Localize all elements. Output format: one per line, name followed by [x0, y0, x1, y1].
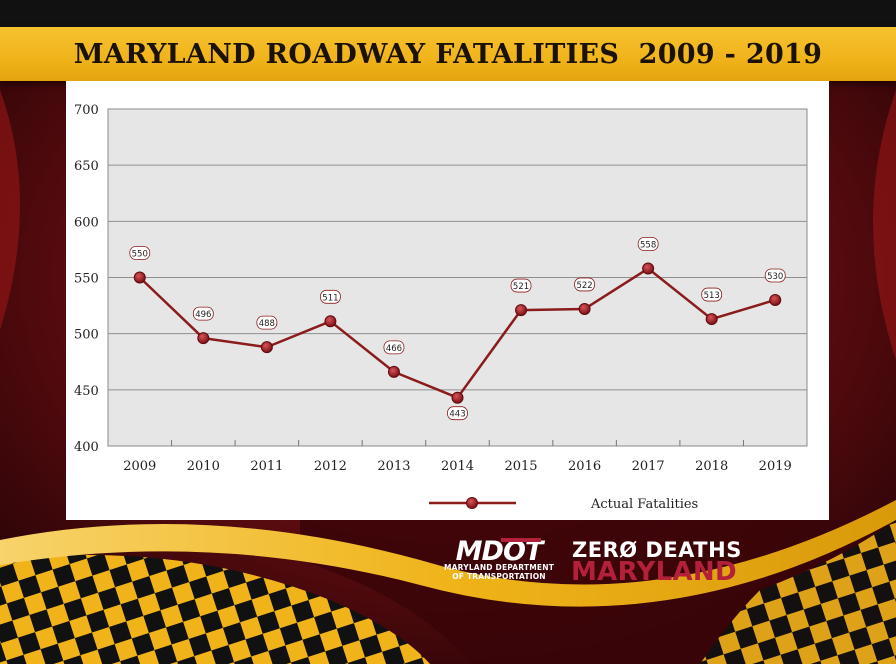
x-tick-label-2014: 2014	[441, 459, 474, 474]
mdot-logo: MDOT MARYLAND DEPARTMENT OF TRANSPORTATI…	[443, 536, 555, 582]
data-label-bubble	[637, 237, 659, 251]
x-tick-label-2019: 2019	[759, 459, 792, 474]
x-tick-label-2015: 2015	[504, 459, 537, 474]
y-tick-label-400: 400	[74, 440, 99, 455]
data-point-2009	[133, 271, 146, 284]
y-tick-label-550: 550	[74, 272, 99, 287]
data-label-bubble	[764, 268, 786, 283]
data-label-2012: 511	[322, 293, 338, 303]
data-label-bubble	[320, 289, 341, 304]
zero-deaths-heading: ZERØ DEATHS	[572, 538, 742, 562]
x-tick-label-2017: 2017	[632, 459, 665, 474]
x-tick-label-2011: 2011	[250, 459, 283, 474]
data-point-2014	[451, 391, 464, 404]
data-label-2013: 466	[386, 344, 402, 354]
data-label-2011: 488	[259, 319, 275, 329]
title-banner: MARYLAND ROADWAY FATALITIES 2009 - 2019	[0, 27, 896, 81]
data-point-2013	[387, 365, 400, 378]
data-point-2018	[705, 313, 718, 326]
x-tick-label-2009: 2009	[123, 459, 156, 474]
data-label-bubble	[510, 278, 532, 293]
data-label-bubble	[701, 287, 723, 302]
mdot-subtitle: MARYLAND DEPARTMENT OF TRANSPORTATION	[443, 563, 555, 581]
x-tick-label-2016: 2016	[568, 459, 601, 474]
data-label-2019: 530	[767, 272, 783, 282]
data-label-2018: 513	[704, 291, 720, 301]
mdot-accent-bar	[501, 538, 541, 542]
x-tick-label-2010: 2010	[187, 459, 220, 474]
y-tick-label-700: 700	[74, 103, 99, 118]
line-chart: 400 450 500 550 600 650 700 2009 2010 2011 2012 20…	[74, 103, 808, 512]
data-point-2011	[260, 341, 273, 354]
zero-deaths-maryland: MARYLAND	[571, 557, 737, 587]
data-label-bubble	[383, 340, 405, 355]
x-tick-label-2013: 2013	[377, 459, 410, 474]
chart-panel: 400 450 500 550 600 650 700 2009 2010 2011 2012 20…	[66, 81, 829, 520]
data-point-2015	[515, 304, 528, 317]
legend-marker-swatch	[466, 497, 478, 509]
mdot-wordmark: MDOT	[456, 536, 547, 564]
data-point-2012	[324, 315, 337, 328]
data-label-bubble	[574, 277, 595, 292]
legend-label: Actual Fatalities	[590, 497, 698, 512]
data-label-2014: 443	[449, 410, 465, 420]
data-label-bubble	[129, 246, 151, 260]
data-label-2009: 550	[132, 250, 148, 260]
y-tick-label-650: 650	[74, 159, 99, 174]
data-label-bubble	[447, 406, 468, 421]
x-tick-label-2012: 2012	[314, 459, 347, 474]
data-label-bubble	[192, 306, 214, 321]
data-point-2019	[769, 293, 782, 306]
data-label-2010: 496	[195, 310, 211, 320]
data-label-bubble	[256, 315, 278, 330]
data-point-2010	[197, 332, 210, 345]
data-label-2016: 522	[576, 281, 592, 291]
y-tick-label-450: 450	[74, 384, 99, 399]
y-tick-label-600: 600	[74, 215, 99, 230]
data-label-2015: 521	[513, 282, 529, 292]
data-label-2017: 558	[640, 241, 656, 251]
x-tick-label-2018: 2018	[695, 459, 728, 474]
chart-title: MARYLAND ROADWAY FATALITIES 2009 - 2019	[73, 38, 823, 70]
y-tick-label-500: 500	[74, 328, 99, 343]
data-point-2017	[642, 262, 655, 275]
data-point-2016	[578, 302, 591, 315]
